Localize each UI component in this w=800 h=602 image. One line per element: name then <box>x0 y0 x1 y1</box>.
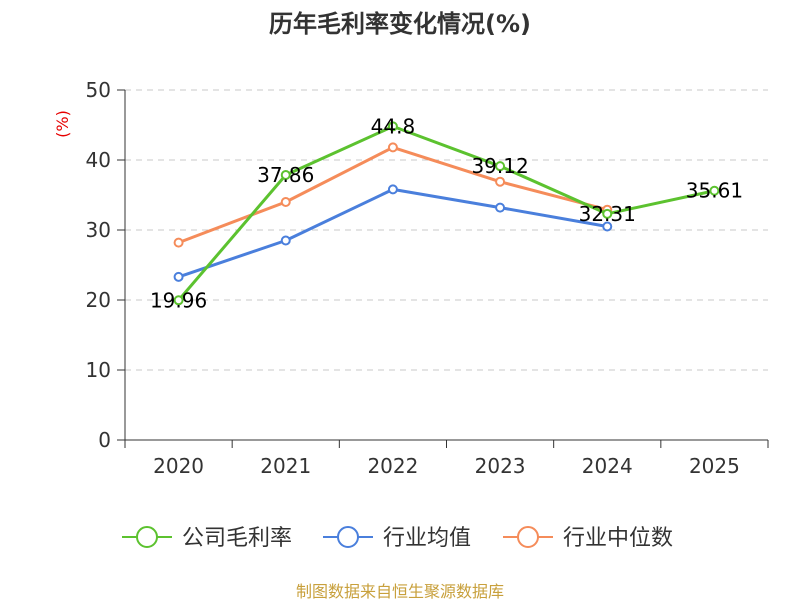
legend: 公司毛利率 行业均值 行业中位数 <box>122 526 673 551</box>
y-tick-label: 0 <box>98 428 111 452</box>
x-tick-label: 2025 <box>689 454 740 478</box>
legend-marker <box>337 526 359 548</box>
y-tick-label: 30 <box>86 218 111 242</box>
data-point <box>280 197 291 207</box>
data-label: 32.31 <box>579 202 636 226</box>
data-point <box>387 184 398 195</box>
data-point <box>387 121 398 132</box>
footer-source: 制图数据来自恒生聚源数据库 <box>295 582 504 601</box>
series-line <box>178 145 608 245</box>
data-point <box>602 208 613 219</box>
data-point <box>173 295 184 306</box>
y-tick-label: 10 <box>86 358 111 382</box>
legend-label: 行业均值 <box>383 526 471 551</box>
y-axis-unit-label: (%) <box>53 110 72 138</box>
series-lines <box>173 121 720 306</box>
legend-label: 行业中位数 <box>563 526 673 551</box>
x-tick-label: 2023 <box>475 454 526 478</box>
legend-marker <box>517 526 539 548</box>
data-point <box>495 176 506 187</box>
series-line <box>177 124 715 302</box>
data-label: 19.96 <box>150 288 207 312</box>
data-point <box>495 202 506 213</box>
y-tick-label: 50 <box>86 78 111 102</box>
data-point <box>602 221 613 232</box>
x-tick-label: 2021 <box>260 454 311 478</box>
chart-title: 历年毛利率变化情况(%) <box>269 10 531 38</box>
y-tick-label: 40 <box>86 148 111 172</box>
data-label: 35.61 <box>686 179 743 203</box>
data-label: 44.8 <box>371 114 416 138</box>
legend-marker <box>136 526 158 548</box>
data-label: 37.86 <box>257 163 314 187</box>
axes: 0 10 20 30 40 50 2020 2021 2022 2023 2024 2025 <box>86 78 769 478</box>
y-tick-label: 20 <box>86 288 111 312</box>
data-point <box>173 271 184 282</box>
data-labels: 19.96 37.86 44.8 39.12 32.31 35.61 <box>150 114 743 312</box>
x-tick-label: 2024 <box>582 454 633 478</box>
series-line <box>178 187 608 279</box>
grid-lines <box>125 89 768 371</box>
data-point <box>280 235 291 246</box>
data-point <box>280 169 291 180</box>
data-label: 39.12 <box>471 154 528 178</box>
data-point <box>709 185 720 196</box>
data-point <box>173 237 184 248</box>
data-point <box>387 142 398 153</box>
legend-label: 公司毛利率 <box>182 526 292 551</box>
data-point <box>495 161 506 172</box>
x-tick-label: 2022 <box>367 454 418 478</box>
x-tick-label: 2020 <box>153 454 204 478</box>
